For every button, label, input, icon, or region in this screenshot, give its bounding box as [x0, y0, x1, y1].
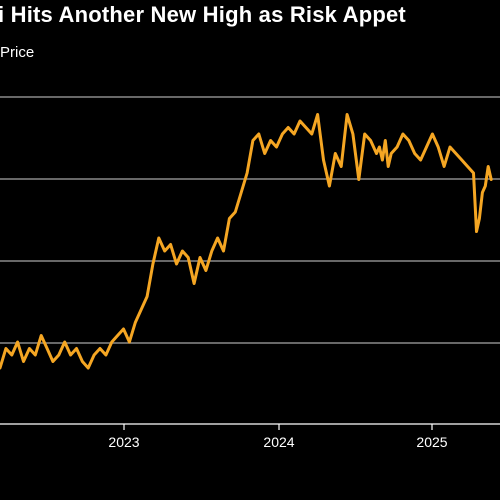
x-tick-label: 2025	[416, 434, 447, 450]
x-tick-label: 2023	[108, 434, 139, 450]
chart-subtitle: Price	[0, 44, 35, 61]
series-line	[0, 113, 493, 370]
x-tick-label: 2024	[263, 434, 294, 450]
chart-title: i Hits Another New High as Risk Appet	[0, 2, 406, 27]
